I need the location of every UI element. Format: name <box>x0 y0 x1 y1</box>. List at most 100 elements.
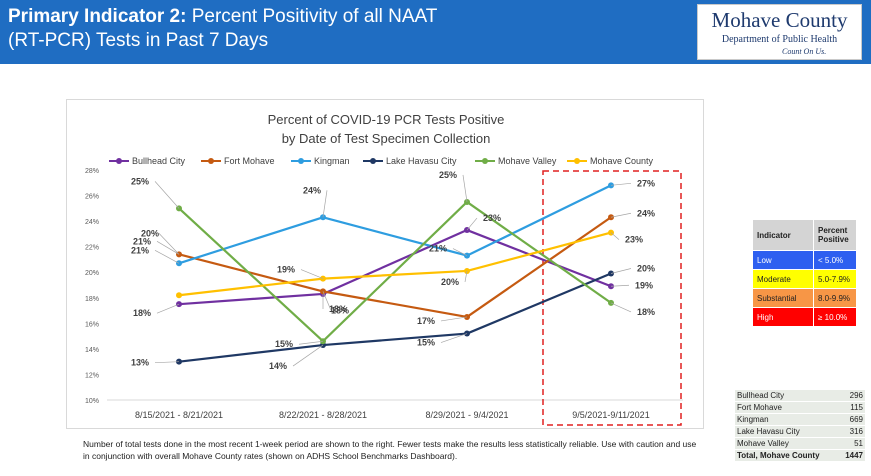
data-label: 18% <box>637 307 655 317</box>
leader-line <box>440 333 468 343</box>
legend-marker <box>208 158 214 164</box>
count-place: Total, Mohave County <box>735 449 839 462</box>
count-row: Mohave Valley 51 <box>735 437 865 450</box>
legend-label: Kingman <box>314 156 350 166</box>
count-row: Kingman 669 <box>735 413 865 426</box>
leader-line <box>610 284 630 287</box>
indicator-row: Low < 5.0% <box>752 250 857 270</box>
indicator-range: ≥ 10.0% <box>813 307 857 327</box>
leader-line <box>610 232 620 240</box>
highlight-box <box>542 170 682 426</box>
data-label: 20% <box>141 228 159 238</box>
data-label: 13% <box>131 358 149 368</box>
data-label: 20% <box>637 264 655 274</box>
title-bold: Primary Indicator 2: <box>8 6 187 27</box>
count-row: Fort Mohave 115 <box>735 401 865 414</box>
data-point <box>464 330 470 337</box>
leader-line <box>292 344 324 367</box>
leader-line <box>156 241 180 255</box>
title-line2: (RT-PCR) Tests in Past 7 Days <box>8 30 269 51</box>
data-label: 21% <box>429 244 447 254</box>
y-tick-label: 14% <box>85 347 99 354</box>
data-label: 24% <box>303 185 321 195</box>
legend-marker <box>482 158 488 164</box>
count-place: Mohave Valley <box>735 437 839 450</box>
leader-line <box>610 268 632 274</box>
leader-line <box>322 190 328 218</box>
leader-line <box>322 291 332 311</box>
data-label: 23% <box>483 213 501 223</box>
series-line <box>178 272 612 363</box>
leader-line <box>154 181 180 209</box>
x-tick-label: 8/29/2021 - 9/4/2021 <box>425 410 508 420</box>
y-tick-label: 20% <box>85 270 99 277</box>
data-label: 24% <box>637 208 655 218</box>
leader-line <box>154 249 180 264</box>
y-tick-label: 28% <box>85 168 99 175</box>
indicator-level: Low <box>752 250 814 270</box>
legend-marker <box>370 158 376 164</box>
x-tick-label: 8/15/2021 - 8/21/2021 <box>135 410 223 420</box>
y-tick-label: 24% <box>85 219 99 226</box>
count-value: 115 <box>838 401 865 414</box>
indicator-row: Moderate 5.0-7.9% <box>752 269 857 289</box>
data-point <box>320 275 326 282</box>
legend-label: Mohave County <box>590 156 654 166</box>
leader-line <box>610 212 632 218</box>
indicator-range: < 5.0% <box>813 250 857 270</box>
indicator-level: Moderate <box>752 269 814 289</box>
percent-header: Percent Positive <box>813 219 857 251</box>
series-line <box>178 184 612 265</box>
count-place: Bullhead City <box>735 390 839 402</box>
data-label: 21% <box>133 236 151 246</box>
indicator-level: High <box>752 307 814 327</box>
indicator-row: High ≥ 10.0% <box>752 307 857 327</box>
title-rest: Percent Positivity of all NAAT <box>186 6 438 27</box>
indicator-row: Substantial 8.0-9.9% <box>752 288 857 308</box>
logo-name: Mohave County <box>711 8 848 32</box>
data-label: 15% <box>417 338 435 348</box>
legend-label: Bullhead City <box>132 156 186 166</box>
data-label: 17% <box>417 316 435 326</box>
indicator-table: Indicator Percent Positive Low < 5.0% Mode… <box>752 219 857 327</box>
mohave-county-logo: Mohave County Department of Public Healt… <box>697 4 862 60</box>
data-label: 18% <box>329 304 347 314</box>
data-point <box>176 292 182 299</box>
leader-line <box>610 302 632 313</box>
series-line <box>178 228 612 306</box>
data-label: 18% <box>133 308 151 318</box>
positivity-line-chart: Percent of COVID-19 PCR Tests Positive by… <box>85 112 683 426</box>
indicator-range: 8.0-9.9% <box>813 288 857 308</box>
leader-line <box>466 217 478 231</box>
leader-line <box>154 361 180 364</box>
data-label: 15% <box>275 339 293 349</box>
footnote: Number of total tests done in the most r… <box>83 439 697 461</box>
data-label: 19% <box>277 265 295 275</box>
chart-title: Percent of COVID-19 PCR Tests Positive <box>268 112 505 127</box>
indicator-header-row: Indicator Percent Positive <box>752 219 857 251</box>
leader-line <box>610 182 632 186</box>
count-value: 51 <box>838 437 865 450</box>
data-label: 25% <box>439 170 457 180</box>
data-label: 23% <box>625 235 643 245</box>
count-row: Bullhead City 296 <box>735 390 865 402</box>
leader-line <box>298 340 324 345</box>
y-tick-label: 12% <box>85 372 99 379</box>
test-counts-table: Bullhead City 296 Fort Mohave 115 Kingman 669… <box>735 390 865 462</box>
x-tick-label: 8/22/2021 - 8/28/2021 <box>279 410 367 420</box>
indicator-header: Indicator <box>752 219 814 251</box>
count-value: 669 <box>838 413 865 426</box>
leader-line <box>452 248 468 256</box>
leader-line <box>300 269 324 279</box>
count-place: Kingman <box>735 413 839 426</box>
total-row: Total, Mohave County 1447 <box>735 449 865 462</box>
x-tick-label: 9/5/2021-9/11/2021 <box>572 410 649 420</box>
chart-subtitle: by Date of Test Specimen Collection <box>282 131 491 146</box>
y-tick-label: 10% <box>85 398 99 405</box>
data-label: 18% <box>331 305 349 315</box>
count-place: Lake Havasu City <box>735 425 839 438</box>
y-tick-label: 16% <box>85 321 99 328</box>
data-label: 21% <box>131 245 149 255</box>
logo-tagline: Count On Us. <box>782 47 827 56</box>
data-label: 19% <box>635 280 653 290</box>
